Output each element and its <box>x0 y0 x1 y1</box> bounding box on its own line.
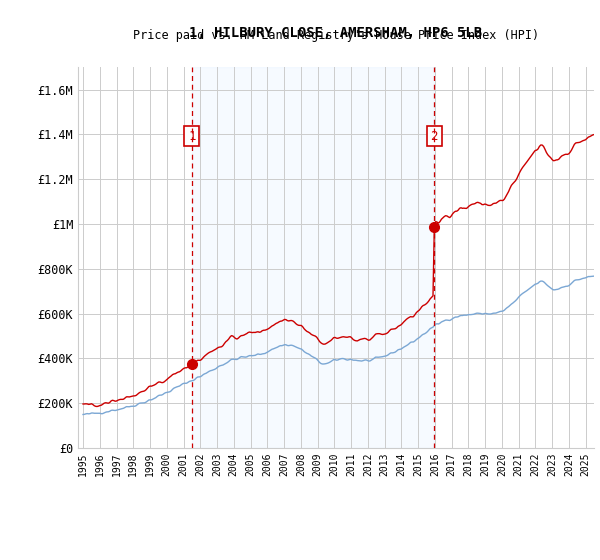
Text: 1, HILBURY CLOSE, AMERSHAM, HP6 5LB: 1, HILBURY CLOSE, AMERSHAM, HP6 5LB <box>190 26 482 40</box>
Text: 2: 2 <box>430 130 438 143</box>
Text: 1: 1 <box>188 130 196 143</box>
Title: Price paid vs. HM Land Registry's House Price Index (HPI): Price paid vs. HM Land Registry's House … <box>133 30 539 43</box>
Bar <box>192 67 434 448</box>
